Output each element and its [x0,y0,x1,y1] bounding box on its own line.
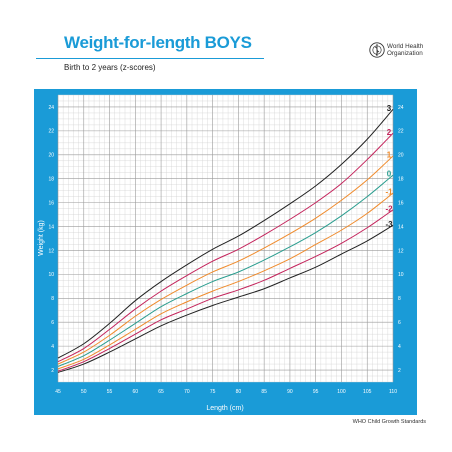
z-label-0: 0 [387,170,392,179]
y-tick-label-right: 14 [398,224,404,230]
title-rule [36,58,264,59]
z-label--2: -2 [385,204,393,213]
z-line-2 [57,132,394,363]
footer-source: WHO Child Growth Standards [352,419,426,425]
z-line-0 [57,174,394,367]
y-tick-label-right: 8 [398,296,401,302]
x-tick-label: 90 [287,389,293,395]
page-title: Weight-for-length BOYS [64,33,252,52]
y-tick-label-left: 20 [48,153,54,159]
x-tick-label: 105 [363,389,372,395]
y-tick-label-left: 8 [51,296,54,302]
y-tick-label-left: 4 [51,344,54,350]
z-label-2: 2 [387,128,392,137]
y-tick-label-right: 22 [398,129,404,135]
y-tick-label-right: 4 [398,344,401,350]
z-label--1: -1 [385,188,393,197]
x-axis-label: Length (cm) [206,405,243,412]
z-score-labels: 3 2 1 0 -1 -2 -3 [385,104,393,229]
z-line-3 [57,109,394,359]
x-tick-label: 85 [261,389,267,395]
z-label-3: 3 [387,104,392,113]
z-line-1 [57,155,394,365]
z-label--3: -3 [385,220,393,229]
x-tick-label: 100 [337,389,346,395]
z-line--2 [57,209,394,372]
x-tick-label: 70 [184,389,190,395]
x-tick-label: 45 [55,389,61,395]
y-tick-label-left: 6 [51,320,54,326]
org-name-line-1: World Health [387,43,424,50]
org-name-line-2: Organization [387,50,423,57]
x-tick-labels: 45 50 55 60 65 70 75 80 85 90 95 100 105 110 [55,389,397,395]
who-emblem-icon [369,42,385,58]
y-tick-label-left: 12 [48,248,54,254]
y-tick-label-right: 2 [398,368,401,374]
who-organization-name: World Health Organization [387,43,437,57]
y-tick-label-right: 6 [398,320,401,326]
y-tick-label-left: 14 [48,224,54,230]
y-tick-label-right: 24 [398,105,404,111]
y-tick-label-left: 24 [48,105,54,111]
y-tick-label-left: 10 [48,272,54,278]
y-tick-label-right: 18 [398,177,404,183]
x-tick-label: 75 [210,389,216,395]
x-tick-label: 95 [313,389,319,395]
z-label-1: 1 [387,150,392,159]
y-axis-label: Weight (kg) [38,220,45,256]
page-subtitle: Birth to 2 years (z-scores) [64,63,156,72]
y-tick-label-right: 16 [398,200,404,206]
y-tick-label-left: 2 [51,368,54,374]
x-tick-label: 80 [236,389,242,395]
y-tick-label-left: 16 [48,200,54,206]
z-line--3 [57,224,394,373]
y-tick-label-left: 22 [48,129,54,135]
x-tick-label: 65 [158,389,164,395]
grid-minor [58,94,393,383]
x-tick-label: 60 [133,389,139,395]
y-tick-label-left: 18 [48,177,54,183]
y-tick-label-right: 12 [398,248,404,254]
z-line--1 [57,192,394,370]
z-score-lines [57,109,394,373]
x-tick-label: 110 [389,389,397,395]
grid-major [57,95,394,382]
y-tick-label-right: 10 [398,272,404,278]
y-tick-label-right: 20 [398,153,404,159]
x-tick-label: 55 [107,389,113,395]
x-tick-label: 50 [81,389,87,395]
